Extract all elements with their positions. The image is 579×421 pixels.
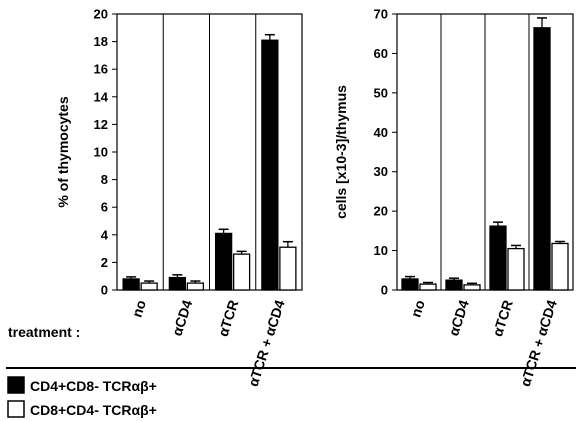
bar-series-1-0 <box>140 282 158 291</box>
y-tick-label: 20 <box>374 204 388 219</box>
y-tick-label: 8 <box>101 172 108 187</box>
bar-series-1-1 <box>463 284 481 291</box>
category-label: αTCR + αCD4 <box>245 298 288 389</box>
bar-series-0-1 <box>168 276 187 291</box>
y-tick-label: 0 <box>101 283 108 298</box>
y-tick-label: 10 <box>374 243 388 258</box>
category-label: αCD4 <box>445 298 472 338</box>
legend: CD4+CD8- TCRαβ+ CD8+CD4- TCRαβ+ <box>7 376 157 418</box>
category-label: αTCR <box>215 298 242 339</box>
bar-series-1-3 <box>551 242 569 291</box>
legend-swatch-black <box>7 376 25 394</box>
category-label: no <box>128 298 149 319</box>
y-tick-label: 14 <box>94 89 109 104</box>
bar-series-0-0 <box>401 278 419 291</box>
y-tick-label: 12 <box>94 117 108 132</box>
y-tick-label: 2 <box>101 255 108 270</box>
y-tick-label: 50 <box>374 85 388 100</box>
bar-series-0-1 <box>445 279 463 291</box>
left-chart-panel: 0 2 4 6 8 10 12 14 16 18 20 % of thymocytes no αCD4 αT… <box>55 7 303 389</box>
category-label: αTCR + αCD4 <box>517 298 560 389</box>
y-tick-label: 20 <box>94 7 108 22</box>
y-tick-label: 70 <box>374 7 388 22</box>
y-tick-label: 10 <box>94 145 108 160</box>
legend-swatch-white <box>7 400 25 418</box>
y-tick-label: 18 <box>94 34 108 49</box>
bar-series-1-2 <box>507 247 525 291</box>
bar-series-0-2 <box>214 232 233 291</box>
right-chart-panel: 0 10 20 30 40 50 60 70 cells [x10-3]/thymus no αCD… <box>333 7 574 389</box>
legend-label-1: CD8+CD4- TCRαβ+ <box>30 402 157 418</box>
bar-series-0-0 <box>122 278 140 291</box>
bar-series-1-1 <box>186 282 205 291</box>
y-tick-label: 60 <box>374 46 388 61</box>
bar-series-0-2 <box>489 225 507 291</box>
category-label: αTCR <box>489 298 516 339</box>
category-label: no <box>407 298 428 319</box>
y-tick-label: 16 <box>94 62 108 77</box>
y-tick-label: 4 <box>101 227 109 242</box>
bar-series-1-3 <box>279 246 297 291</box>
y-axis-label: cells [x10-3]/thymus <box>333 85 349 219</box>
y-tick-label: 30 <box>374 164 388 179</box>
bar-series-1-0 <box>419 283 437 291</box>
bar-series-0-3 <box>261 39 279 291</box>
y-axis-label: % of thymocytes <box>55 96 71 207</box>
treatment-label: treatment : <box>8 324 80 340</box>
bar-series-0-3 <box>533 27 551 291</box>
y-tick-label: 40 <box>374 125 388 140</box>
category-label: αCD4 <box>169 298 196 338</box>
y-tick-label: 6 <box>101 200 108 215</box>
y-tick-label: 0 <box>381 283 388 298</box>
bar-series-1-2 <box>232 253 251 291</box>
legend-label-0: CD4+CD8- TCRαβ+ <box>30 378 157 394</box>
